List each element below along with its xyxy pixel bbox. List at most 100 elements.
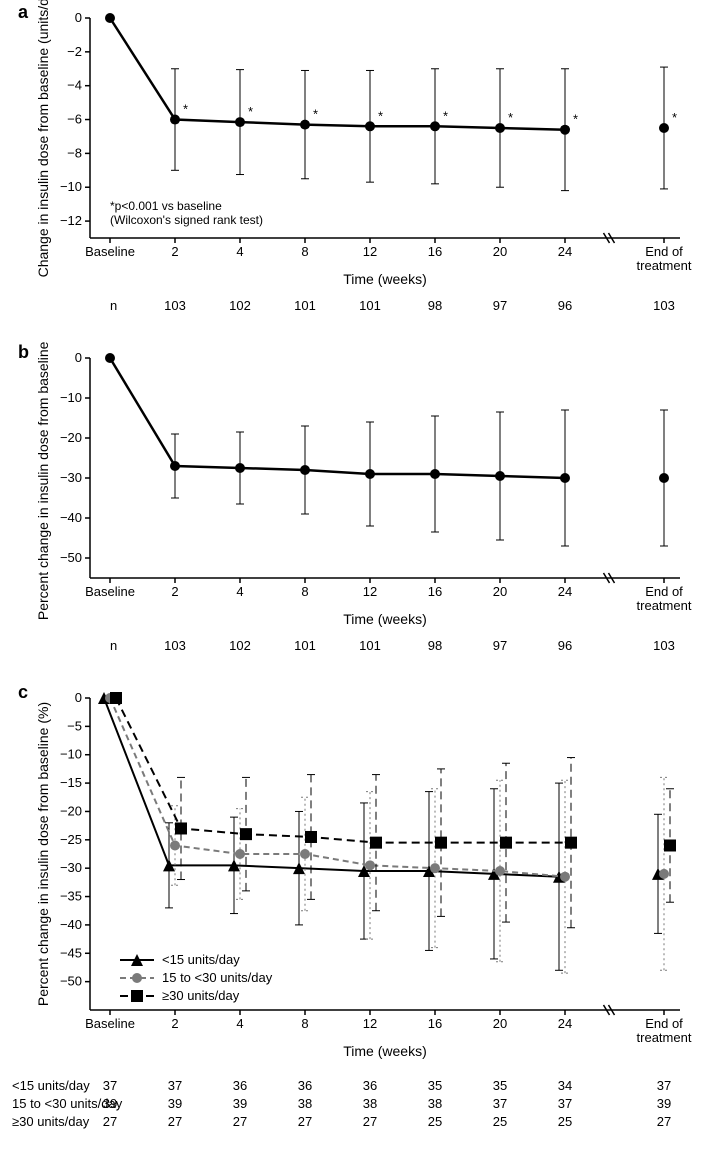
svg-text:37: 37 bbox=[657, 1078, 671, 1093]
svg-text:34: 34 bbox=[558, 1078, 572, 1093]
svg-text:37: 37 bbox=[493, 1096, 507, 1111]
svg-text:27: 27 bbox=[168, 1114, 182, 1129]
svg-text:98: 98 bbox=[428, 638, 442, 653]
svg-text:37: 37 bbox=[558, 1096, 572, 1111]
svg-text:27: 27 bbox=[233, 1114, 247, 1129]
chart-c: 0−5−10−15−20−25−30−35−40−45−50Baseline24… bbox=[0, 680, 714, 1166]
svg-text:<15 units/day: <15 units/day bbox=[162, 952, 240, 967]
svg-text:*: * bbox=[672, 110, 677, 125]
svg-text:−10: −10 bbox=[60, 747, 82, 762]
svg-text:25: 25 bbox=[428, 1114, 442, 1129]
svg-text:27: 27 bbox=[298, 1114, 312, 1129]
panel-c: c 0−5−10−15−20−25−30−35−40−45−50Baseline… bbox=[0, 680, 714, 1166]
svg-text:0: 0 bbox=[75, 350, 82, 365]
svg-text:Time (weeks): Time (weeks) bbox=[343, 1043, 427, 1059]
svg-text:−10: −10 bbox=[60, 390, 82, 405]
svg-text:−35: −35 bbox=[60, 889, 82, 904]
svg-text:8: 8 bbox=[301, 244, 308, 259]
svg-text:*p<0.001 vs baseline(Wilcoxon': *p<0.001 vs baseline(Wilcoxon's signed r… bbox=[110, 199, 263, 227]
svg-text:*: * bbox=[183, 102, 188, 117]
svg-text:37: 37 bbox=[168, 1078, 182, 1093]
svg-text:27: 27 bbox=[363, 1114, 377, 1129]
svg-text:−5: −5 bbox=[67, 718, 82, 733]
panel-b: b 0−10−20−30−40−50Baseline24812162024End… bbox=[0, 340, 714, 680]
svg-text:End oftreatment: End oftreatment bbox=[637, 244, 692, 273]
svg-text:4: 4 bbox=[236, 244, 243, 259]
svg-text:n: n bbox=[110, 638, 117, 653]
svg-text:16: 16 bbox=[428, 244, 442, 259]
svg-text:≥30 units/day: ≥30 units/day bbox=[162, 988, 240, 1003]
svg-text:98: 98 bbox=[428, 298, 442, 313]
svg-text:−4: −4 bbox=[67, 78, 82, 93]
svg-text:39: 39 bbox=[103, 1096, 117, 1111]
svg-text:−30: −30 bbox=[60, 860, 82, 875]
svg-text:−40: −40 bbox=[60, 917, 82, 932]
svg-text:96: 96 bbox=[558, 638, 572, 653]
panel-a-label: a bbox=[18, 2, 28, 23]
svg-text:27: 27 bbox=[657, 1114, 671, 1129]
svg-text:24: 24 bbox=[558, 584, 572, 599]
svg-text:−20: −20 bbox=[60, 803, 82, 818]
svg-text:39: 39 bbox=[233, 1096, 247, 1111]
svg-text:103: 103 bbox=[164, 638, 186, 653]
svg-text:27: 27 bbox=[103, 1114, 117, 1129]
svg-text:20: 20 bbox=[493, 1016, 507, 1031]
svg-text:−50: −50 bbox=[60, 550, 82, 565]
svg-text:n: n bbox=[110, 298, 117, 313]
svg-text:101: 101 bbox=[359, 638, 381, 653]
svg-text:16: 16 bbox=[428, 584, 442, 599]
svg-text:Time (weeks): Time (weeks) bbox=[343, 611, 427, 627]
svg-text:Baseline: Baseline bbox=[85, 584, 135, 599]
svg-text:Baseline: Baseline bbox=[85, 244, 135, 259]
svg-text:2: 2 bbox=[171, 244, 178, 259]
panel-b-label: b bbox=[18, 342, 29, 363]
svg-text:*: * bbox=[248, 104, 253, 119]
svg-text:−30: −30 bbox=[60, 470, 82, 485]
svg-text:12: 12 bbox=[363, 244, 377, 259]
svg-text:4: 4 bbox=[236, 1016, 243, 1031]
svg-text:−50: −50 bbox=[60, 974, 82, 989]
svg-text:37: 37 bbox=[103, 1078, 117, 1093]
svg-text:4: 4 bbox=[236, 584, 243, 599]
svg-text:20: 20 bbox=[493, 244, 507, 259]
svg-text:≥30 units/day: ≥30 units/day bbox=[12, 1114, 90, 1129]
panel-c-label: c bbox=[18, 682, 28, 703]
svg-text:12: 12 bbox=[363, 584, 377, 599]
svg-text:−25: −25 bbox=[60, 832, 82, 847]
svg-text:End oftreatment: End oftreatment bbox=[637, 1016, 692, 1045]
svg-text:−6: −6 bbox=[67, 112, 82, 127]
svg-text:36: 36 bbox=[363, 1078, 377, 1093]
svg-text:−15: −15 bbox=[60, 775, 82, 790]
svg-text:20: 20 bbox=[493, 584, 507, 599]
svg-text:*: * bbox=[378, 108, 383, 123]
svg-text:Change in insulin dose from ba: Change in insulin dose from baseline (un… bbox=[35, 0, 51, 277]
svg-text:8: 8 bbox=[301, 584, 308, 599]
svg-text:35: 35 bbox=[428, 1078, 442, 1093]
svg-text:15 to <30 units/day: 15 to <30 units/day bbox=[162, 970, 273, 985]
svg-text:103: 103 bbox=[653, 298, 675, 313]
svg-text:102: 102 bbox=[229, 638, 251, 653]
svg-text:8: 8 bbox=[301, 1016, 308, 1031]
svg-text:*: * bbox=[508, 110, 513, 125]
svg-text:−10: −10 bbox=[60, 179, 82, 194]
svg-text:Percent change in insulin dose: Percent change in insulin dose from base… bbox=[35, 340, 51, 620]
svg-text:35: 35 bbox=[493, 1078, 507, 1093]
svg-text:39: 39 bbox=[657, 1096, 671, 1111]
svg-text:24: 24 bbox=[558, 1016, 572, 1031]
svg-text:End oftreatment: End oftreatment bbox=[637, 584, 692, 613]
svg-text:0: 0 bbox=[75, 10, 82, 25]
svg-text:*: * bbox=[573, 112, 578, 127]
panel-a: a 0−2−4−6−8−10−12Baseline24812162024End … bbox=[0, 0, 714, 340]
svg-text:−12: −12 bbox=[60, 213, 82, 228]
svg-text:25: 25 bbox=[493, 1114, 507, 1129]
svg-text:96: 96 bbox=[558, 298, 572, 313]
svg-text:103: 103 bbox=[164, 298, 186, 313]
chart-a: 0−2−4−6−8−10−12Baseline24812162024End of… bbox=[0, 0, 714, 340]
svg-text:39: 39 bbox=[168, 1096, 182, 1111]
svg-text:103: 103 bbox=[653, 638, 675, 653]
svg-text:36: 36 bbox=[233, 1078, 247, 1093]
svg-text:36: 36 bbox=[298, 1078, 312, 1093]
svg-text:97: 97 bbox=[493, 298, 507, 313]
svg-text:*: * bbox=[313, 107, 318, 122]
svg-text:97: 97 bbox=[493, 638, 507, 653]
